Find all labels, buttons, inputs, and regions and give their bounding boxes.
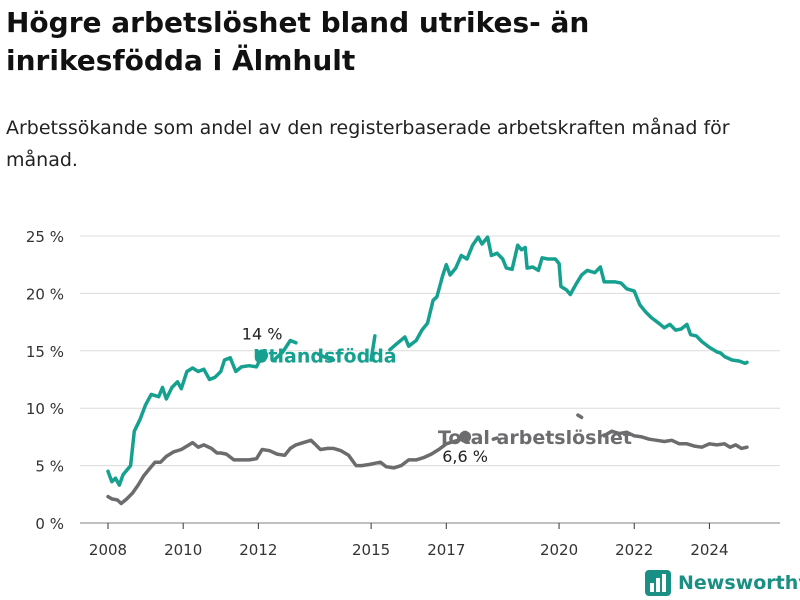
x-tick-label: 2022 [615,541,653,559]
brand-name: Newsworthy [678,572,800,594]
x-tick-label: 2012 [239,541,277,559]
x-tick-label: 2008 [89,541,127,559]
y-tick-label: 0 % [35,515,64,533]
series-line [273,338,298,361]
chart-title: Högre arbetslöshet bland utrikes- än inr… [6,6,590,77]
series-line [576,413,584,420]
series-line [106,353,264,487]
x-tick-label: 2017 [427,541,465,559]
y-axis: 0 % 5 % 10 % 15 % 20 % 25 % [26,228,64,533]
bar-chart-icon [645,570,671,596]
series-line [388,235,749,366]
series-line [316,352,336,362]
series-labels: 14 % 6,6 % Utlandsfödda Total arbetslöshet [242,324,632,466]
end-value-label: 6,6 % [442,447,488,466]
series-line [602,429,749,451]
x-axis: 2008 2010 2012 2015 2017 2020 2022 2024 [89,523,729,559]
end-value-label: 14 % [242,324,283,343]
x-tick-label: 2024 [690,541,728,559]
series-name-label: Utlandsfödda [253,345,397,367]
y-tick-label: 5 % [35,458,64,476]
y-tick-label: 20 % [26,285,64,303]
y-tick-label: 15 % [26,343,64,361]
y-tick-label: 10 % [26,400,64,418]
y-tick-label: 25 % [26,228,64,246]
newsworthy-logo: Newsworthy [644,568,800,598]
end-point-marker [459,430,472,443]
series-line [369,334,377,362]
end-point-marker [256,349,269,362]
series-line [106,435,467,506]
series-name-label: Total arbetslöshet [438,427,632,449]
series-lines [106,235,749,506]
gridlines [80,235,780,524]
series-line [491,436,499,441]
x-tick-label: 2015 [352,541,390,559]
x-tick-label: 2010 [164,541,202,559]
x-tick-label: 2020 [540,541,578,559]
chart-subtitle: Arbetssökande som andel av den registerb… [6,117,730,171]
